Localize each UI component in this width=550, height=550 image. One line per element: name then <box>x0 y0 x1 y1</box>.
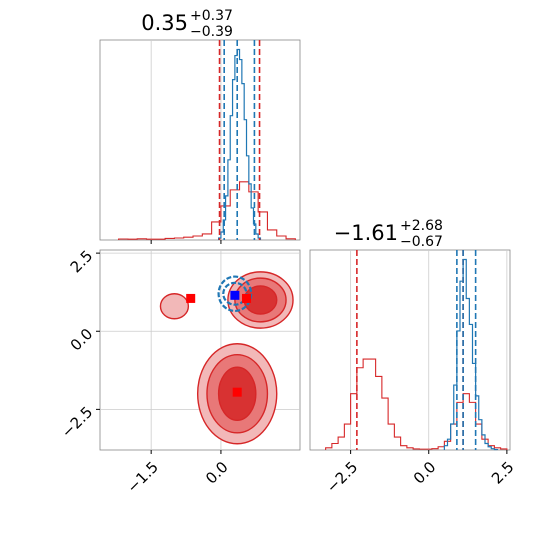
posterior-contour <box>217 275 253 313</box>
reference-point <box>242 293 252 303</box>
hist-panel-param1: 0.35 +0.37−0.39 <box>99 8 301 244</box>
hist-panel-param2: −1.61 +2.68−0.67−2.5 0.0 2.5 <box>309 218 518 497</box>
reference-point <box>232 387 242 397</box>
posterior-point <box>230 290 240 300</box>
posterior-histogram <box>443 258 499 451</box>
reference-point <box>186 293 196 303</box>
title-plus: +2.68 <box>400 218 443 234</box>
title-plus: +0.37 <box>190 8 233 24</box>
reference-histogram <box>325 358 508 450</box>
posterior-contour <box>222 281 248 306</box>
title-median: 0.35 <box>141 11 188 35</box>
title-minus: −0.67 <box>400 234 443 250</box>
contour-layers <box>159 271 294 445</box>
reference-contour <box>159 293 190 320</box>
posterior-histogram <box>218 48 262 240</box>
title-minus: −0.39 <box>190 24 233 40</box>
reference-histogram <box>118 181 296 240</box>
contour-panel: −1.5 0.02.50.0−2.5 <box>58 247 301 497</box>
title-median: −1.61 <box>334 221 398 245</box>
hist-frame <box>309 249 511 451</box>
hist-frame <box>99 39 301 241</box>
